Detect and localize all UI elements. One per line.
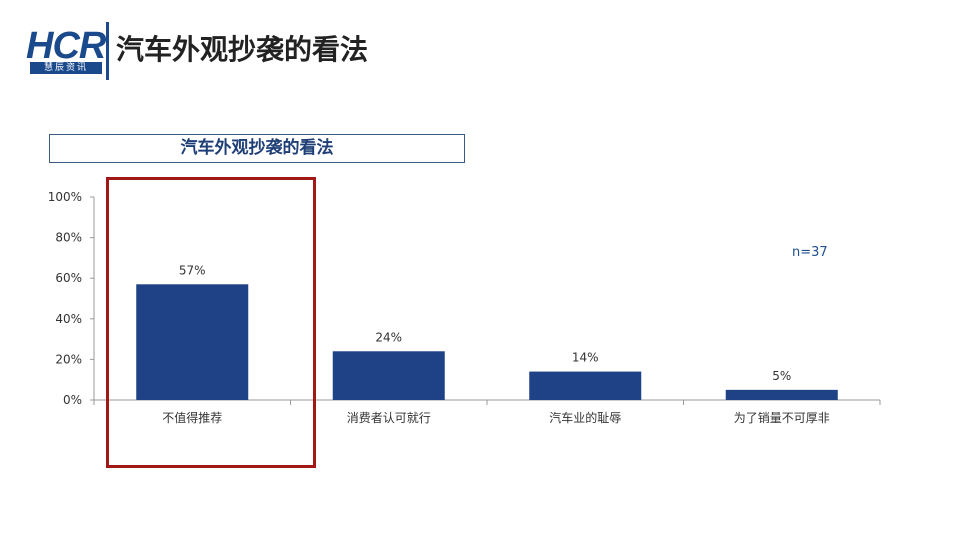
bar xyxy=(332,351,445,400)
bar xyxy=(725,389,838,400)
y-tick-label: 40% xyxy=(55,312,82,326)
header-divider xyxy=(106,22,109,80)
bar-value-label: 14% xyxy=(572,351,599,365)
x-category-label: 为了销量不可厚非 xyxy=(734,411,830,425)
page-title: 汽车外观抄袭的看法 xyxy=(116,33,369,66)
logo-text: HCR xyxy=(26,25,106,67)
y-tick-label: 100% xyxy=(48,190,82,204)
chart-title: 汽车外观抄袭的看法 xyxy=(49,134,465,163)
x-category-label: 不值得推荐 xyxy=(162,410,222,425)
hcr-logo: HCR 慧辰资讯 xyxy=(26,25,106,76)
y-tick-label: 0% xyxy=(63,393,82,407)
y-tick-label: 20% xyxy=(55,352,82,366)
bar-value-label: 57% xyxy=(179,263,206,277)
y-axis: 0% 20% 40% 60% 80% 100% xyxy=(48,190,95,407)
sample-size-note: n=37 xyxy=(792,245,828,260)
highlight-box xyxy=(106,177,316,468)
bar xyxy=(136,284,249,400)
bar-value-label: 5% xyxy=(772,369,791,383)
x-axis: 不值得推荐 消费者认可就行 汽车业的耻辱 为了销量不可厚非 xyxy=(93,399,881,425)
y-tick-label: 60% xyxy=(55,271,82,285)
bars: 57% 24% 14% 5% xyxy=(136,263,838,400)
bar xyxy=(529,371,642,400)
logo-subtext: 慧辰资讯 xyxy=(30,62,102,74)
x-category-label: 汽车业的耻辱 xyxy=(549,410,621,425)
x-category-label: 消费者认可就行 xyxy=(347,411,431,425)
y-tick-label: 80% xyxy=(55,231,82,245)
bar-value-label: 24% xyxy=(375,330,402,344)
